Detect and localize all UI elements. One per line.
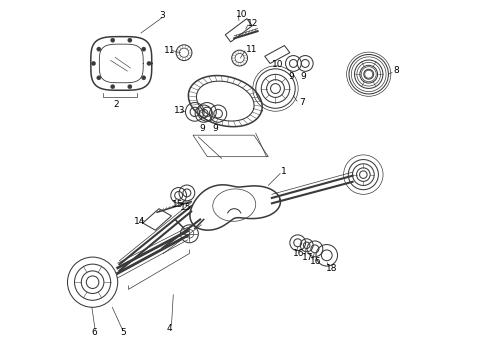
Text: 11: 11 — [164, 46, 176, 55]
Text: 7: 7 — [299, 98, 305, 107]
Text: 12: 12 — [247, 19, 259, 28]
Text: 9: 9 — [289, 72, 294, 81]
Circle shape — [111, 38, 115, 42]
Text: 4: 4 — [167, 324, 172, 333]
Circle shape — [147, 61, 151, 66]
Text: 17: 17 — [302, 253, 314, 262]
Text: 16: 16 — [293, 249, 305, 258]
Text: 8: 8 — [394, 66, 399, 75]
Text: 5: 5 — [120, 328, 126, 337]
Circle shape — [111, 85, 115, 89]
Text: 9: 9 — [212, 123, 218, 132]
Text: 10: 10 — [236, 10, 247, 19]
Circle shape — [128, 38, 132, 42]
Text: 15: 15 — [172, 200, 183, 209]
Text: 15: 15 — [180, 203, 191, 212]
Text: 10: 10 — [272, 60, 284, 69]
Text: 6: 6 — [92, 328, 98, 337]
Text: 13: 13 — [174, 106, 186, 115]
Text: 1: 1 — [281, 167, 287, 176]
Text: 2: 2 — [113, 100, 119, 109]
Text: 9: 9 — [199, 123, 205, 132]
Circle shape — [142, 47, 146, 51]
Circle shape — [128, 85, 132, 89]
Circle shape — [97, 47, 101, 51]
Circle shape — [97, 76, 101, 80]
Text: 16: 16 — [310, 257, 321, 266]
Circle shape — [92, 61, 96, 66]
Text: 14: 14 — [134, 217, 145, 226]
Text: 11: 11 — [246, 45, 258, 54]
Circle shape — [142, 76, 146, 80]
Text: 3: 3 — [159, 11, 165, 20]
Text: 9: 9 — [300, 72, 306, 81]
Text: 18: 18 — [326, 265, 337, 274]
